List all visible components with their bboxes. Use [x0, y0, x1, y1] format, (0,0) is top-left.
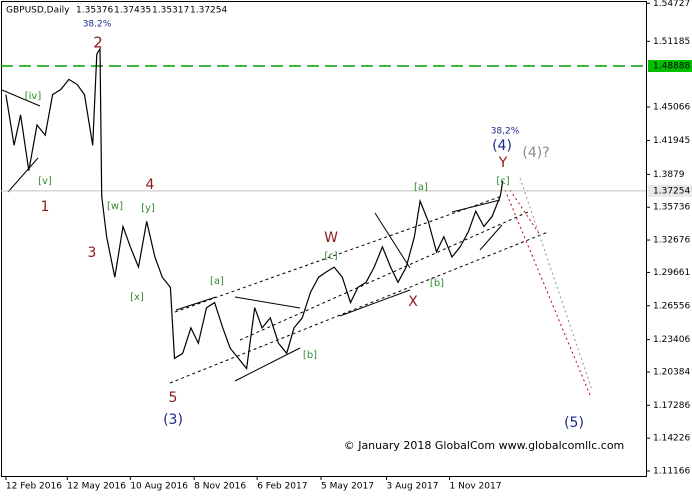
annotation: (4) [492, 138, 512, 154]
projection-line [504, 189, 591, 396]
y-tick-label: 1.11166 [653, 466, 690, 476]
trend-line [234, 296, 301, 309]
projection-line [509, 189, 541, 236]
annotation: [w] [107, 201, 123, 212]
x-tick-label: 8 Nov 2016 [194, 482, 246, 492]
x-tick-label: 1 Nov 2017 [450, 482, 502, 492]
ohlc-value: 1.37435 [114, 6, 151, 16]
annotation: 5 [169, 390, 178, 406]
annotation: (3) [163, 412, 183, 428]
annotation: [y] [141, 203, 155, 214]
projection-line [519, 177, 593, 391]
annotation: 2 [93, 34, 103, 52]
y-tick-label: 1.32676 [653, 236, 690, 246]
x-tick-label: 3 Aug 2017 [387, 482, 439, 492]
level-box [648, 184, 692, 197]
x-tick-label: 12 May 2016 [67, 482, 126, 492]
y-tick-label: 1.17286 [653, 401, 690, 411]
level-label: 1.37254 [653, 186, 690, 196]
y-tick-label: 1.14226 [653, 434, 690, 444]
y-tick-label: 1.3879 [653, 170, 685, 180]
ohlc-value: 1.37254 [190, 6, 227, 16]
annotation: W [324, 230, 338, 246]
y-tick-label: 1.54727 [653, 0, 690, 9]
annotation: [a] [414, 182, 428, 193]
annotation: 4 [146, 177, 155, 193]
x-tick-label: 12 Feb 2016 [6, 482, 62, 492]
annotation: [c] [496, 176, 509, 187]
annotation: 38,2% [491, 127, 520, 137]
annotation: (5) [564, 415, 584, 431]
y-tick-label: 1.29661 [653, 268, 690, 278]
level-label: 1.48888 [653, 61, 690, 71]
level-box [648, 59, 692, 72]
annotation: (4)? [522, 145, 549, 161]
annotation: [b] [303, 350, 317, 361]
symbol-title: GBPUSD,Daily [6, 6, 70, 16]
channel-line [174, 195, 503, 313]
y-tick-label: 1.23406 [653, 335, 690, 345]
trend-line [234, 347, 301, 382]
trend-line [7, 157, 39, 193]
annotation: [x] [130, 292, 144, 303]
y-tick-label: 1.45066 [653, 103, 690, 113]
trend-line [451, 199, 501, 213]
y-tick-label: 1.35736 [653, 203, 690, 213]
annotation: [b] [430, 278, 444, 289]
trend-line [1, 89, 41, 107]
x-tick-label: 10 Aug 2016 [130, 482, 188, 492]
annotation: [a] [210, 276, 224, 287]
annotation: [v] [38, 176, 52, 187]
annotation: © January 2018 GlobalCom www.globalcomll… [344, 439, 625, 452]
x-tick-label: 5 May 2017 [321, 482, 374, 492]
trend-line [339, 289, 411, 317]
annotation: 1 [41, 199, 50, 215]
wave-lines [1, 89, 593, 396]
trend-line [479, 224, 503, 251]
y-tick-label: 1.26556 [653, 301, 690, 311]
annotation: 3 [88, 245, 97, 261]
plot-frame [1, 1, 647, 477]
ohlc-value: 1.35376 [76, 6, 113, 16]
channel-line [239, 211, 529, 341]
y-tick-label: 1.51185 [653, 37, 690, 47]
y-tick-label: 1.20384 [653, 368, 690, 378]
trend-line [175, 296, 217, 311]
annotation: [iv] [25, 91, 42, 102]
x-tick-label: 6 Feb 2017 [257, 482, 307, 492]
annotation: Y [498, 155, 508, 171]
annotation: [c] [324, 251, 337, 262]
trend-line [374, 212, 411, 269]
channel-line [169, 231, 549, 384]
price-line [5, 46, 504, 370]
annotation: 38.2% [83, 20, 112, 30]
annotation: X [408, 294, 418, 310]
y-tick-label: 1.41945 [653, 136, 690, 146]
ohlc-value: 1.35317 [152, 6, 189, 16]
